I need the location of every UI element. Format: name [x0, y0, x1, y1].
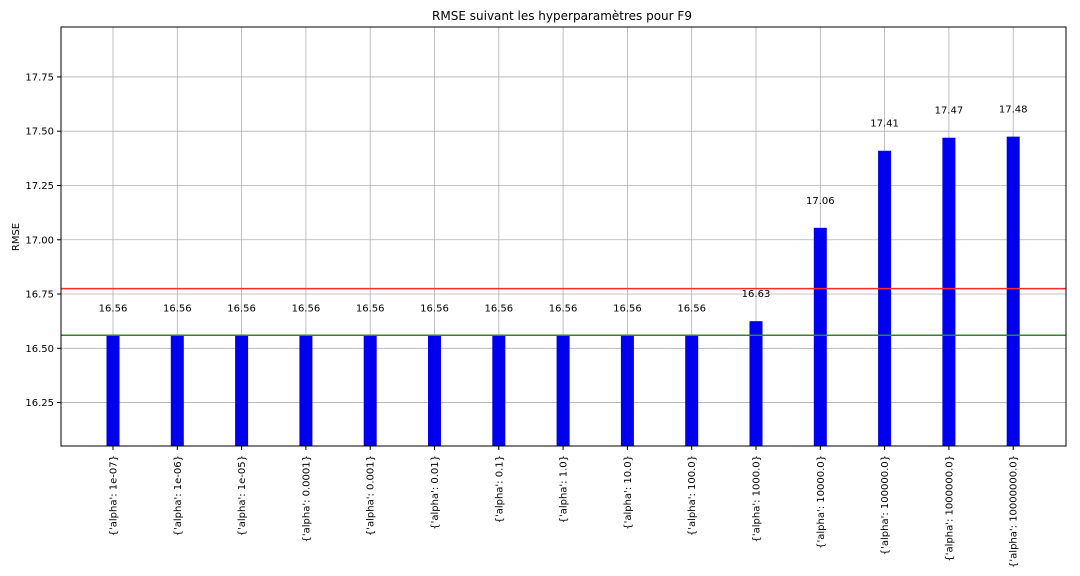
y-axis-ticks: 16.25 16.50 16.75 17.00 17.25 17.50 17.75 — [25, 72, 61, 409]
bar — [492, 335, 506, 446]
x-tick-label: {'alpha': 10000000.0} — [1009, 455, 1020, 568]
bar — [170, 335, 184, 446]
x-tick-label: {'alpha': 0.01} — [430, 455, 441, 530]
x-tick-label: {'alpha': 10000.0} — [816, 455, 827, 549]
data-label: 16.56 — [677, 303, 706, 314]
x-tick-label: {'alpha': 0.0001} — [301, 455, 312, 542]
data-label: 16.56 — [613, 303, 642, 314]
bar — [878, 150, 892, 447]
y-tick-label: 16.50 — [25, 344, 54, 355]
data-label: 16.56 — [227, 303, 256, 314]
data-label: 16.56 — [484, 303, 513, 314]
bar — [942, 137, 956, 446]
chart-title: RMSE suivant les hyperparamètres pour F9 — [432, 9, 692, 23]
x-axis-ticks: {'alpha': 1e-07} {'alpha': 1e-06} {'alpha'… — [109, 446, 1020, 568]
bars-layer — [106, 136, 1020, 447]
bar — [235, 335, 249, 446]
y-tick-label: 16.75 — [25, 290, 54, 301]
y-tick-label: 17.00 — [25, 235, 54, 246]
x-tick-label: {'alpha': 1.0} — [559, 455, 570, 523]
x-tick-label: {'alpha': 10.0} — [623, 455, 634, 530]
x-tick-label: {'alpha': 0.1} — [494, 455, 505, 523]
y-tick-label: 16.25 — [25, 398, 54, 409]
y-tick-label: 17.75 — [25, 72, 54, 83]
x-tick-label: {'alpha': 1000000.0} — [944, 455, 955, 562]
data-label: 16.56 — [163, 303, 192, 314]
y-tick-label: 17.50 — [25, 127, 54, 138]
bar — [685, 335, 699, 446]
bar — [620, 335, 634, 446]
data-labels: 16.56 16.56 16.56 16.56 16.56 16.56 16.56 16.56… — [99, 105, 1028, 315]
data-label: 16.56 — [420, 303, 449, 314]
data-label: 16.56 — [292, 303, 321, 314]
x-tick-label: {'alpha': 1e-05} — [237, 455, 248, 536]
data-label: 16.56 — [99, 303, 128, 314]
bar — [299, 335, 313, 446]
data-label: 16.56 — [549, 303, 578, 314]
data-label: 16.63 — [742, 289, 771, 300]
x-tick-label: {'alpha': 100.0} — [687, 455, 698, 536]
bar — [749, 321, 763, 446]
x-tick-label: {'alpha': 1e-06} — [173, 455, 184, 536]
x-tick-label: {'alpha': 0.001} — [366, 455, 377, 536]
data-label: 17.48 — [999, 105, 1028, 116]
bar — [813, 227, 827, 446]
bar — [363, 335, 377, 446]
data-label: 17.47 — [935, 106, 964, 117]
plot-frame — [60, 26, 1067, 447]
data-label: 17.06 — [806, 196, 835, 207]
y-tick-label: 17.25 — [25, 181, 54, 192]
x-tick-label: {'alpha': 100000.0} — [880, 455, 891, 555]
reference-lines — [61, 287, 1066, 337]
y-axis-label: RMSE — [11, 223, 22, 251]
bar — [556, 335, 570, 446]
data-label: 17.41 — [870, 119, 899, 130]
x-tick-label: {'alpha': 1000.0} — [752, 455, 763, 542]
bar — [428, 335, 441, 446]
bar — [1006, 136, 1020, 447]
data-label: 16.56 — [356, 303, 385, 314]
bar — [106, 335, 120, 446]
x-tick-label: {'alpha': 1e-07} — [109, 455, 120, 536]
